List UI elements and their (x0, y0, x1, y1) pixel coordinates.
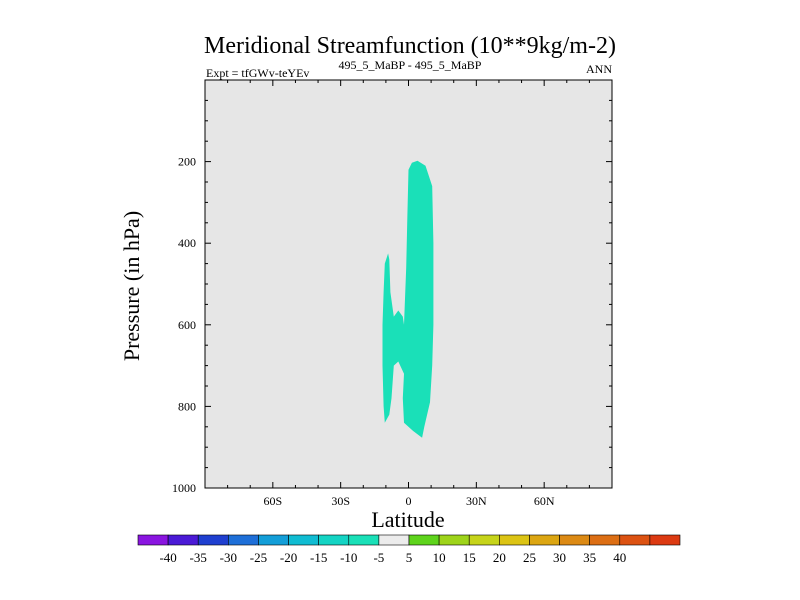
legend-swatch (197, 534, 229, 546)
contour-regions (382, 160, 434, 438)
x-tick-label: 60N (534, 494, 555, 508)
legend-label: 30 (553, 550, 566, 565)
legend-label: -5 (373, 550, 384, 565)
chart-title: Meridional Streamfunction (10**9kg/m-2) (204, 33, 616, 59)
legend-swatch (559, 534, 590, 546)
legend-label: 5 (406, 550, 413, 565)
legend-swatch (167, 534, 199, 546)
plot-frame (204, 79, 613, 489)
x-tick-label: 0 (406, 494, 412, 508)
x-axis-label: Latitude (371, 507, 444, 532)
legend-swatch (499, 534, 530, 546)
y-tick-label: 400 (178, 236, 196, 250)
y-tick-label: 800 (178, 399, 196, 413)
legend-label: 25 (523, 550, 536, 565)
x-tick-labels: 60S 30S 0 30N 60N (263, 494, 554, 508)
y-tick-label: 600 (178, 318, 196, 332)
legend-label: 10 (433, 550, 446, 565)
y-tick-label: 1000 (172, 481, 196, 495)
legend-swatch (649, 534, 681, 546)
colorbar-legend: -40 -35 -30 -25 -20 -15 -10 -5 5 10 15 20 25 30 35 40 (137, 534, 681, 565)
y-tick-label: 200 (178, 155, 196, 169)
legend-label: -40 (159, 550, 176, 565)
legend-label: 35 (583, 550, 596, 565)
legend-label: -10 (340, 550, 357, 565)
legend-label: -20 (280, 550, 297, 565)
legend-swatch (288, 534, 319, 546)
legend-swatch (318, 534, 350, 546)
legend-label: -35 (190, 550, 207, 565)
legend-swatch (258, 534, 289, 546)
legend-swatch (378, 534, 410, 546)
legend-swatch (619, 534, 651, 546)
legend-swatch (348, 534, 380, 546)
legend-swatch (589, 534, 621, 546)
legend-swatch (137, 534, 169, 546)
legend-label: 40 (613, 550, 626, 565)
legend-swatch (228, 534, 259, 546)
x-tick-label: 30N (466, 494, 487, 508)
legend-swatch (438, 534, 470, 546)
contour-region-main-negative-cell (382, 160, 434, 438)
legend-label: 20 (493, 550, 506, 565)
chart-subtitle-center: 495_5_MaBP - 495_5_MaBP (339, 58, 482, 72)
x-tick-label: 60S (263, 494, 282, 508)
legend-swatch (529, 534, 560, 546)
chart-subtitle-right: ANN (586, 62, 612, 76)
x-tick-label: 30S (331, 494, 350, 508)
legend-label: -15 (310, 550, 327, 565)
legend-swatch (468, 534, 500, 546)
legend-label: -30 (220, 550, 237, 565)
legend-label: 15 (463, 550, 476, 565)
legend-swatch (408, 534, 440, 546)
y-tick-labels: 200 400 600 800 1000 (172, 155, 196, 495)
y-axis-label: Pressure (in hPa) (119, 211, 144, 361)
chart-subtitle-left: Expt = tfGWv-teYEv (206, 66, 309, 80)
legend-label: -25 (250, 550, 267, 565)
